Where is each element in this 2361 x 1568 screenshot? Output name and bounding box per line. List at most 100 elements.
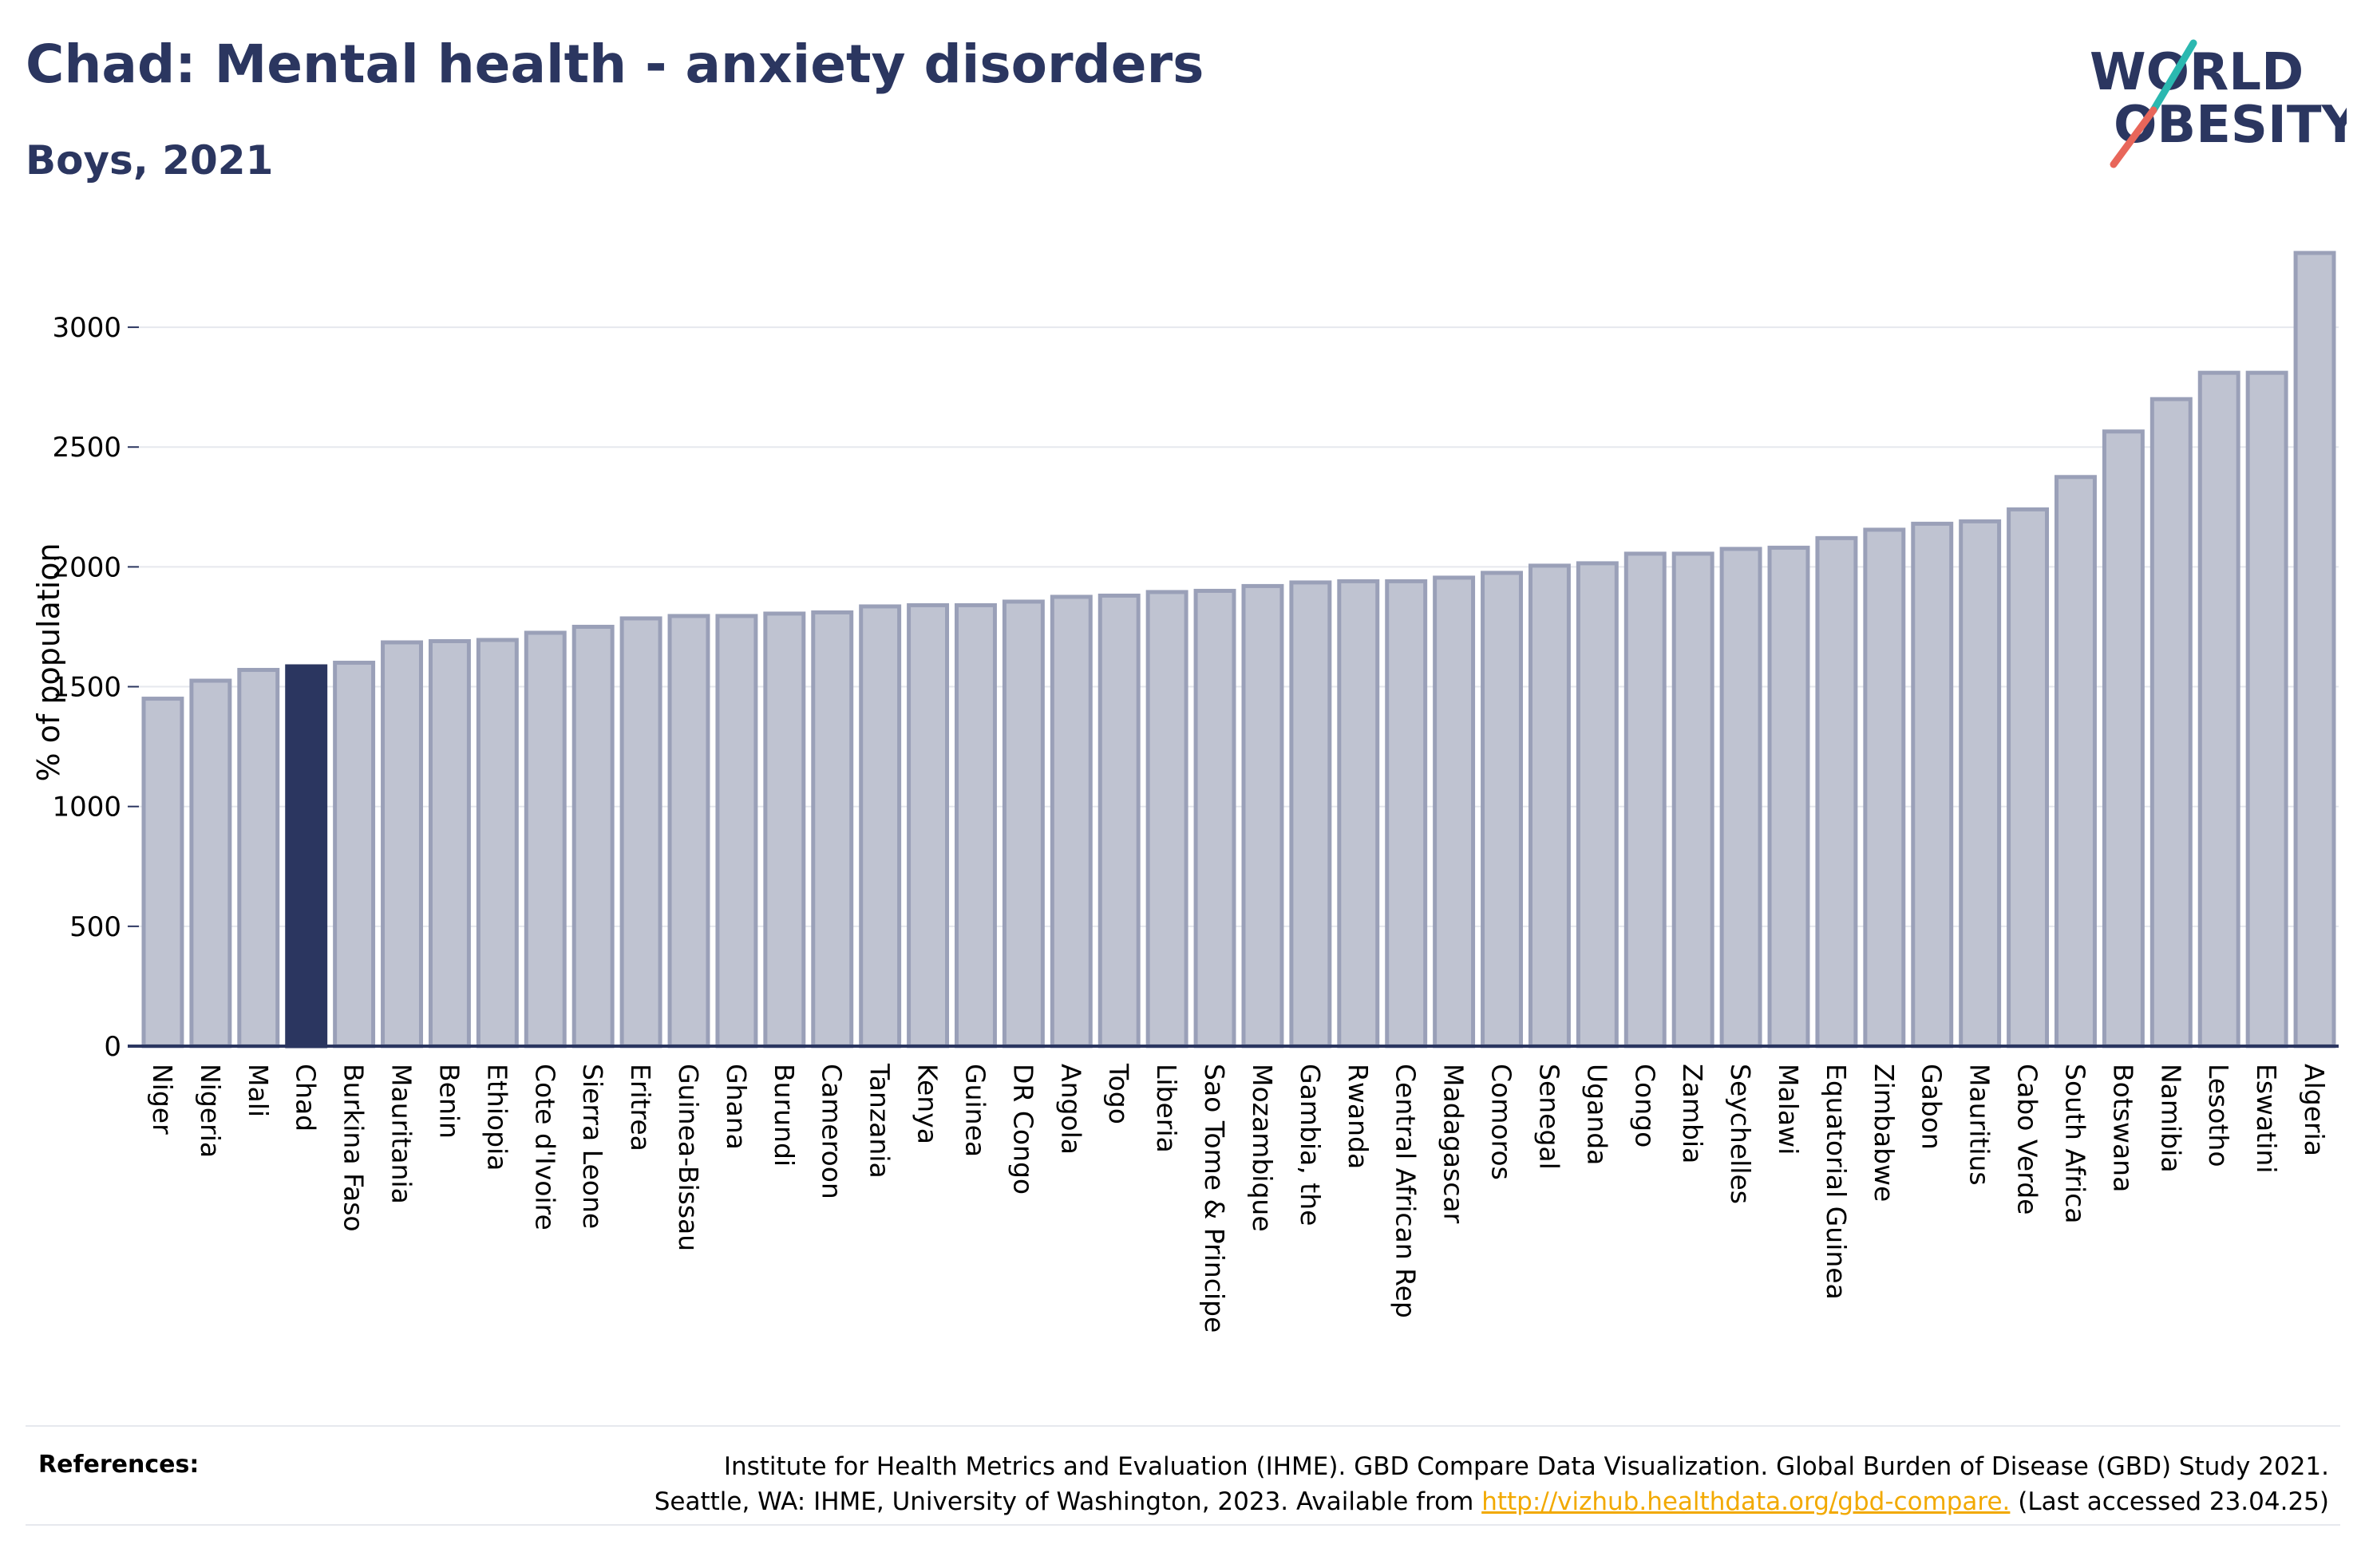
x-tick-label: Chad: [291, 1064, 322, 1132]
x-tick-label: Algeria: [2299, 1064, 2330, 1156]
y-tick-label: 2000: [52, 551, 121, 583]
x-tick-label: Lesotho: [2203, 1064, 2234, 1167]
x-tick-label: Mali: [243, 1064, 274, 1117]
bar-mauritius: [1959, 519, 2002, 1049]
bar-algeria: [2293, 251, 2336, 1049]
bar-guinea-bissau: [667, 614, 710, 1049]
y-tick-label: 2500: [52, 432, 121, 464]
x-tick-label: Guinea-Bissau: [673, 1064, 704, 1251]
x-tick-label: Togo: [1103, 1063, 1134, 1124]
x-tick-label: Gabon: [1916, 1064, 1948, 1150]
bar-sao-tome-principe: [1193, 588, 1236, 1049]
bar-burundi: [763, 611, 806, 1049]
bar-congo: [1623, 551, 1667, 1049]
bar-cote-d-ivoire: [524, 630, 567, 1049]
bar-south-africa: [2055, 475, 2097, 1049]
x-tick-label: Ghana: [721, 1064, 752, 1150]
x-tick-label: Sierra Leone: [577, 1064, 608, 1229]
references-line2-suffix: (Last accessed 23.04.25): [2010, 1487, 2329, 1516]
references-top-rule: [26, 1425, 2340, 1427]
bar-eritrea: [619, 616, 662, 1049]
bar-seychelles: [1719, 547, 1762, 1049]
x-tick-label: Cabo Verde: [2012, 1064, 2043, 1215]
x-tick-label: Angola: [1055, 1064, 1086, 1155]
bar-guinea: [955, 602, 997, 1049]
x-tick-label: Mauritania: [386, 1064, 417, 1204]
references-line2-prefix: Seattle, WA: IHME, University of Washing…: [654, 1487, 1482, 1516]
x-tick-label: Congo: [1629, 1064, 1660, 1147]
y-tick-label: 3000: [52, 312, 121, 344]
bar-uganda: [1576, 561, 1619, 1049]
bar-equatorial-guinea: [1815, 535, 1858, 1049]
bars: [141, 251, 2336, 1049]
bar-cameroon: [811, 610, 854, 1049]
bar-malawi: [1767, 545, 1810, 1049]
x-tick-label: Namibia: [2155, 1064, 2186, 1173]
x-tick-label: Guinea: [959, 1064, 991, 1157]
y-tick-label: 1000: [52, 792, 121, 823]
x-tick-label: Seychelles: [1725, 1064, 1756, 1204]
bar-gambia-the: [1289, 580, 1332, 1049]
bar-lesotho: [2197, 370, 2240, 1049]
x-tick-label: Mauritius: [1964, 1064, 1995, 1186]
x-tick-label: Central African Rep: [1390, 1064, 1422, 1318]
x-tick-label: Burkina Faso: [338, 1064, 370, 1232]
y-tick-labels: 0 500 1000 1500 2000 2500 3000: [52, 312, 139, 1063]
x-tick-label: Zimbabwe: [1869, 1064, 1900, 1202]
x-tick-label: Eswatini: [2251, 1064, 2282, 1173]
bar-chart: 0 500 1000 1500 2000 2500 3000 Niger Nigeria Mal…: [31, 251, 2339, 1333]
bar-gabon: [1911, 521, 1954, 1049]
x-tick-label: Niger: [147, 1064, 178, 1135]
bar-rwanda: [1337, 579, 1380, 1049]
x-tick-label: South Africa: [2059, 1064, 2090, 1224]
x-tick-label: Cameroon: [817, 1064, 848, 1199]
references-label: References:: [38, 1451, 200, 1479]
bar-burkina-faso: [333, 661, 376, 1049]
x-tick-label: Kenya: [912, 1064, 943, 1144]
bar-senegal: [1528, 563, 1571, 1049]
bar-nigeria: [189, 678, 232, 1049]
x-tick-label: Liberia: [1151, 1064, 1182, 1153]
bar-central-african-rep: [1385, 579, 1428, 1049]
bar-chad: [285, 664, 328, 1049]
bar-sierra-leone: [571, 624, 615, 1049]
x-tick-label: Nigeria: [195, 1064, 226, 1158]
bar-madagascar: [1433, 575, 1476, 1049]
x-tick-label: Tanzania: [864, 1063, 896, 1179]
y-axis-label: % of population: [31, 543, 66, 781]
y-tick-label: 500: [69, 911, 121, 943]
bar-liberia: [1145, 590, 1188, 1049]
references-link[interactable]: http://vizhub.healthdata.org/gbd-compare…: [1481, 1487, 2011, 1516]
x-tick-label: Cote d'Ivoire: [529, 1064, 560, 1230]
y-tick-label: 1500: [52, 672, 121, 704]
x-tick-label: DR Congo: [1007, 1064, 1038, 1195]
references-line1: Institute for Health Metrics and Evaluat…: [723, 1452, 2329, 1481]
x-tick-label: Senegal: [1533, 1064, 1564, 1170]
bar-comoros: [1481, 571, 1523, 1049]
bar-zambia: [1671, 551, 1714, 1049]
x-tick-label: Sao Tome & Principe: [1199, 1064, 1230, 1333]
bar-ghana: [715, 614, 758, 1049]
bar-mauritania: [381, 640, 423, 1049]
x-tick-label: Comoros: [1486, 1064, 1517, 1180]
x-tick-labels: Niger Nigeria Mali Chad Burkina Faso Mauritan…: [147, 1063, 2330, 1333]
bar-angola: [1050, 594, 1093, 1049]
x-tick-label: Zambia: [1677, 1064, 1708, 1163]
bar-mozambique: [1241, 583, 1284, 1049]
references-text: Institute for Health Metrics and Evaluat…: [413, 1449, 2329, 1519]
y-tick-label: 0: [104, 1031, 121, 1063]
bar-niger: [141, 697, 184, 1049]
bar-botswana: [2102, 429, 2145, 1049]
x-tick-label: Equatorial Guinea: [1821, 1064, 1852, 1300]
world-obesity-logo: WORLD OBESITY: [2090, 39, 2347, 168]
x-tick-label: Burundi: [769, 1064, 800, 1167]
bar-tanzania: [859, 604, 902, 1049]
bar-mali: [237, 668, 280, 1049]
x-tick-label: Madagascar: [1438, 1064, 1469, 1224]
x-tick-label: Ethiopia: [481, 1064, 512, 1171]
x-tick-label: Mozambique: [1247, 1064, 1278, 1232]
logo-slash-bottom: [2110, 106, 2157, 168]
bar-cabo-verde: [2007, 507, 2050, 1049]
references-bottom-rule: [26, 1524, 2340, 1526]
bar-zimbabwe: [1863, 527, 1906, 1049]
